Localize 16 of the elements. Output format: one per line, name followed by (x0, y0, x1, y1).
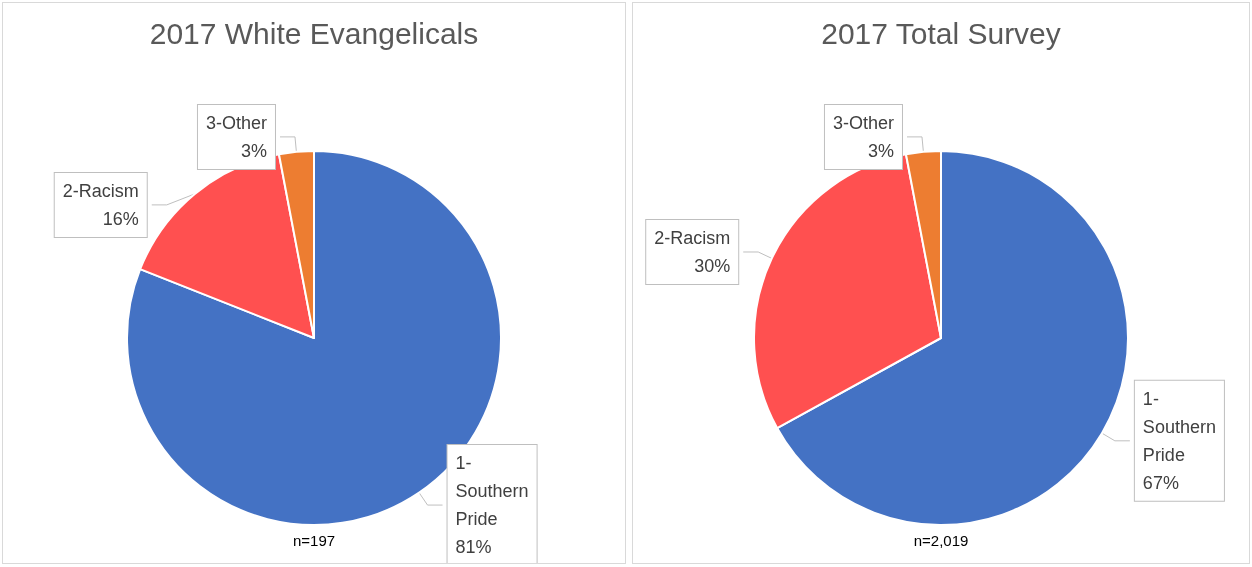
slice-label: 1-Southern Pride (1142, 388, 1216, 465)
slice-label: 3-Other (205, 112, 267, 133)
data-label: 30% (694, 255, 731, 276)
slice-label: 2-Racism (654, 227, 731, 248)
slice-label: 2-Racism (62, 180, 139, 201)
text: n=2,019 (913, 532, 969, 549)
data-label: 3% (240, 140, 267, 161)
data-label: 67% (1142, 472, 1179, 493)
chart-title: 2017 White Evangelicals (149, 16, 479, 50)
data-label: 3% (867, 140, 894, 161)
data-label: 16% (102, 208, 139, 229)
slice-label: 3-Other (832, 112, 894, 133)
slice-label: 1-Southern Pride (455, 453, 529, 530)
data-label: 81% (455, 537, 492, 558)
text: n=197 (292, 532, 336, 549)
chart-title: 2017 Total Survey (821, 16, 1061, 50)
